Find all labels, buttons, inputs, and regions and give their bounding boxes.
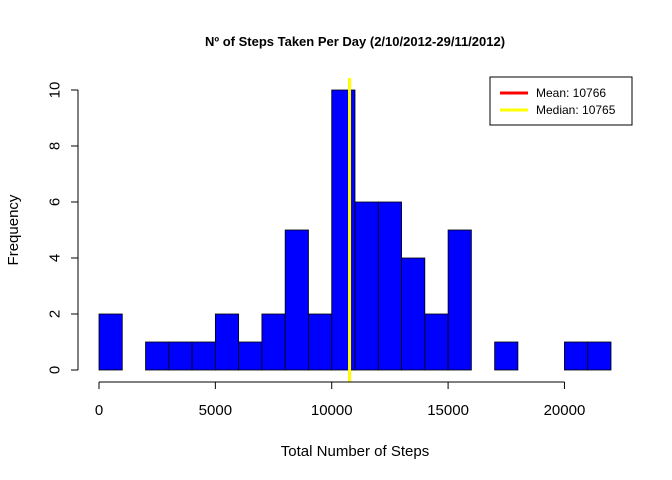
histogram-bar	[214, 313, 240, 371]
bars-group	[98, 89, 612, 371]
y-axis: 0 2 4 6 8 10	[46, 82, 79, 374]
histogram-bar	[424, 313, 449, 371]
y-tick-label: 4	[46, 254, 63, 262]
legend-label: Mean: 10766	[536, 86, 606, 100]
histogram-bar	[284, 229, 309, 371]
histogram-bar	[98, 313, 123, 371]
legend: Mean: 10766 Median: 10765	[489, 76, 633, 126]
y-tick-label: 0	[46, 366, 63, 374]
x-tick-label: 20000	[544, 402, 586, 419]
y-tick-label: 10	[46, 82, 63, 99]
chart-title: Nº of Steps Taken Per Day (2/10/2012-29/…	[205, 34, 505, 49]
histogram-bar	[238, 341, 263, 371]
histogram-bar	[145, 341, 170, 371]
histogram-bar	[377, 201, 402, 371]
legend-box	[489, 76, 633, 126]
histogram-bar	[261, 313, 286, 371]
histogram-bar	[401, 257, 426, 371]
histogram-bar	[191, 341, 216, 371]
x-tick-label: 5000	[199, 402, 232, 419]
histogram-bar	[564, 341, 589, 371]
histogram-bar	[331, 89, 356, 371]
histogram-bar	[354, 201, 379, 371]
y-tick-label: 8	[46, 142, 63, 150]
x-tick-label: 15000	[427, 402, 469, 419]
x-axis: 0 5000 10000 15000 20000	[95, 381, 586, 419]
histogram-bar	[308, 313, 333, 371]
y-tick-label: 2	[46, 310, 63, 318]
legend-label: Median: 10765	[536, 103, 616, 117]
histogram-bar	[587, 341, 612, 371]
x-tick-label: 10000	[311, 402, 353, 419]
y-axis-label: Frequency	[5, 194, 22, 265]
histogram-bar	[168, 341, 193, 371]
y-tick-label: 6	[46, 198, 63, 206]
histogram-bar	[447, 229, 472, 371]
x-tick-label: 0	[95, 402, 103, 419]
histogram-bar	[494, 341, 519, 371]
x-axis-label: Total Number of Steps	[281, 443, 429, 460]
